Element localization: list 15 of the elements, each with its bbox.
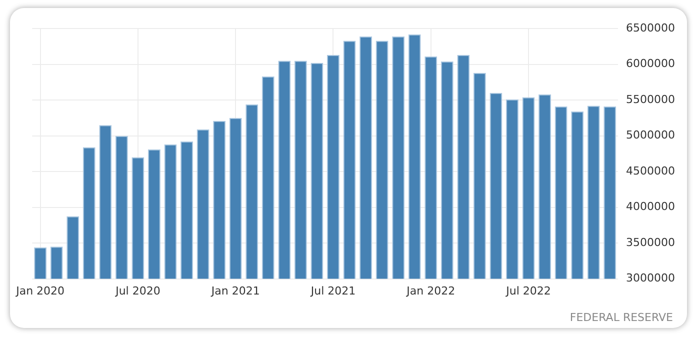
y-tick-label: 5000000 — [626, 128, 676, 142]
y-tick-label: 5500000 — [626, 92, 676, 106]
y-tick-label: 6000000 — [626, 57, 676, 70]
x-tick-label: Jan 2020 — [15, 284, 65, 298]
x-tick-label: Jul 2022 — [505, 284, 551, 298]
x-tick-label: Jul 2021 — [310, 284, 356, 298]
y-tick-label: 4000000 — [626, 200, 676, 214]
y-tick-label: 4500000 — [626, 164, 676, 178]
x-tick-label: Jan 2022 — [406, 284, 456, 298]
x-tick-label: Jan 2021 — [210, 284, 260, 298]
text: FEDERAL RESERVE — [570, 311, 673, 324]
y-tick-label: 6500000 — [626, 21, 676, 34]
y-tick-label: 3000000 — [626, 272, 676, 285]
x-tick-label: Jul 2020 — [114, 284, 160, 298]
y-tick-label: 3500000 — [626, 236, 676, 249]
